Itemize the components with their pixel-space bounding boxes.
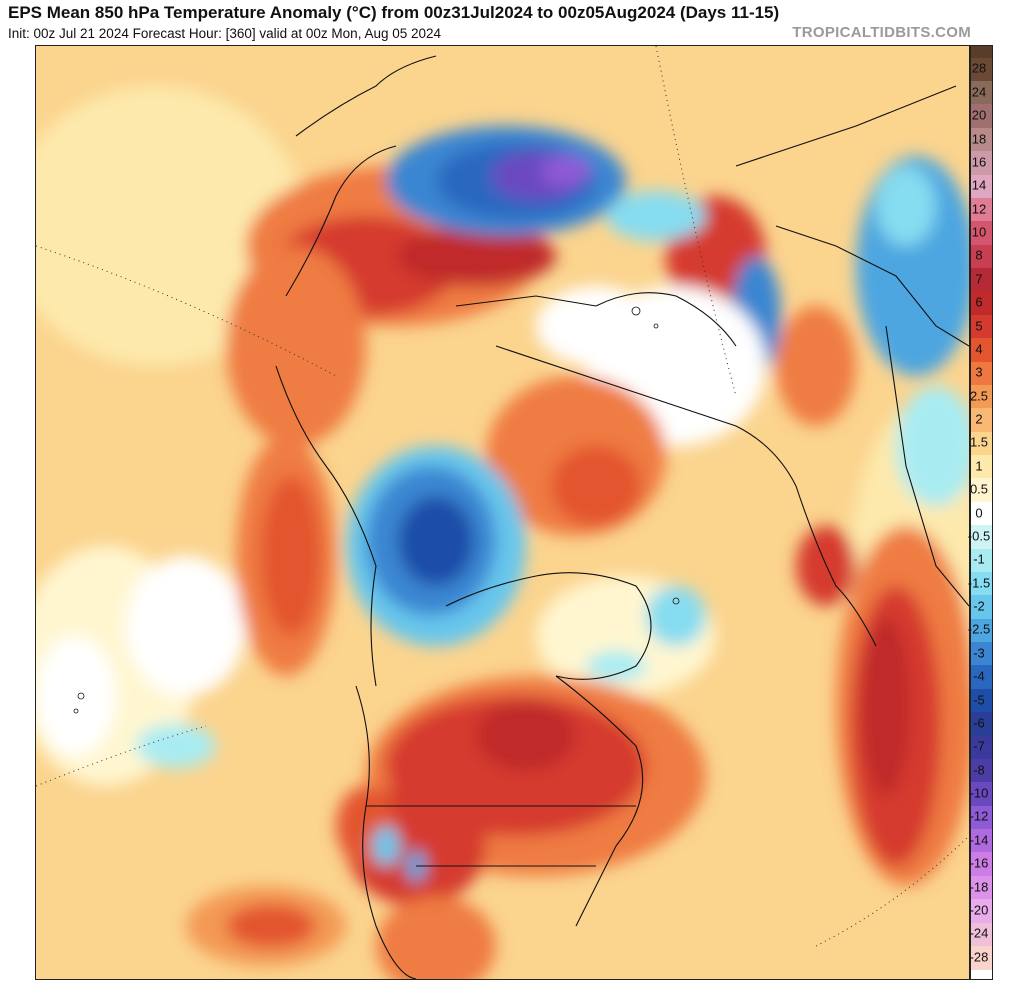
colorbar-segment: [971, 221, 992, 246]
colorbar-tick-label: 2: [975, 411, 983, 427]
colorbar-segment: [971, 618, 992, 644]
colorbar-segment: [971, 244, 992, 270]
colorbar-tick-label: 4: [975, 341, 983, 357]
colorbar-segment: [971, 338, 992, 363]
colorbar-segment: [971, 735, 992, 760]
colorbar-tick-label: -16: [969, 855, 989, 871]
colorbar-tick-label: -12: [969, 808, 989, 824]
colorbar-tick-label: 0.5: [969, 481, 989, 497]
colorbar-tick-label: 1: [975, 458, 983, 474]
colorbar-segment: [971, 875, 992, 901]
colorbar-segment: [971, 829, 992, 854]
colorbar-tick-label: -6: [973, 715, 985, 731]
colorbar-tick-label: 6: [975, 294, 983, 310]
colorbar-tick-label: 18: [971, 131, 987, 146]
land-islands: [73, 306, 680, 714]
colorbar-tick-label: 20: [971, 107, 987, 123]
colorbar-tick-label: -1: [973, 551, 985, 567]
colorbar-segment: [971, 127, 992, 153]
colorbar-segment: [971, 408, 992, 433]
colorbar-tick-label: -2.5: [967, 621, 991, 637]
colorbar-segment: [971, 174, 992, 199]
colorbar-segment: [971, 291, 992, 316]
coastlines: [275, 55, 969, 979]
colorbar-segment: [971, 852, 992, 877]
colorbar-tick-label: -10: [969, 785, 989, 801]
colorbar-tick-label: 24: [971, 84, 987, 100]
colorbar-segment: [971, 501, 992, 527]
colorbar-segment: [971, 81, 992, 106]
colorbar-segment: [971, 899, 992, 924]
colorbar-segment: [971, 805, 992, 831]
colorbar-tick-label: -2: [973, 598, 985, 614]
colorbar-segment: [971, 712, 992, 737]
colorbar-tick-label: 8: [975, 247, 983, 263]
colorbar-segment: [971, 151, 992, 176]
colorbar-tick-label: 3: [975, 364, 983, 380]
anomaly-map-svg: [36, 46, 969, 979]
colorbar-tick-label: 5: [975, 318, 983, 333]
colorbar-tick-label: -8: [973, 762, 985, 778]
colorbar-tick-label: -5: [973, 692, 985, 707]
colorbar-tick-label: 12: [971, 201, 987, 217]
colorbar-segment: [971, 571, 992, 597]
colorbar-segment: [971, 455, 992, 480]
graticule: [36, 46, 969, 947]
colorbar-segment: [971, 665, 992, 690]
colorbar-tick-label: 16: [971, 154, 987, 170]
colorbar-segment: [971, 384, 992, 410]
colorbar-tick-label: 10: [971, 224, 987, 240]
colorbar-segment: [971, 945, 992, 971]
colorbar-tick-label: -3: [973, 645, 985, 661]
colorbar-tick-label: -24: [969, 925, 989, 941]
colorbar-tick-label: -1.5: [967, 575, 991, 591]
colorbar-tick-label: -14: [969, 832, 989, 848]
colorbar-segment: [971, 782, 992, 807]
colorbar-tick-label: 14: [971, 177, 987, 193]
colorbar-segment: [971, 758, 992, 784]
colorbar: [970, 45, 993, 980]
anomaly-fields: [36, 86, 969, 979]
colorbar-segment: [971, 922, 992, 947]
colorbar-tick-label: 0: [975, 505, 983, 520]
colorbar-segment: [971, 525, 992, 550]
colorbar-tick-label: -0.5: [967, 528, 991, 544]
colorbar-segment: [971, 642, 992, 667]
map-title: EPS Mean 850 hPa Temperature Anomaly (°C…: [8, 3, 780, 22]
site-brand: TROPICALTIDBITS.COM: [792, 24, 971, 41]
colorbar-segment: [971, 478, 992, 503]
colorbar-tick-label: 28: [971, 60, 987, 76]
colorbar-segment: [971, 548, 992, 573]
colorbar-segment: [971, 431, 992, 457]
colorbar-tick-label: -7: [973, 738, 985, 754]
colorbar-tick-label: 1.5: [969, 434, 989, 450]
colorbar-tick-label: -18: [969, 879, 989, 894]
colorbar-tick-label: -28: [969, 949, 989, 965]
colorbar-tick-label: -4: [973, 668, 985, 684]
colorbar-tick-label: 7: [975, 271, 983, 287]
colorbar-segment: [971, 57, 992, 83]
colorbar-tick-label: -20: [969, 902, 989, 918]
colorbar-segment: [971, 595, 992, 620]
colorbar-segment: [971, 361, 992, 386]
colorbar-segment: [971, 46, 992, 59]
colorbar-segment: [971, 104, 992, 129]
colorbar-segment: [971, 197, 992, 223]
map-subtitle: Init: 00z Jul 21 2024 Forecast Hour: [36…: [8, 26, 442, 41]
colorbar-segment: [971, 314, 992, 340]
anomaly-map: [35, 45, 970, 980]
colorbar-segment: [971, 268, 992, 293]
colorbar-segment: [971, 688, 992, 714]
colorbar-tick-label: 2.5: [969, 388, 989, 404]
